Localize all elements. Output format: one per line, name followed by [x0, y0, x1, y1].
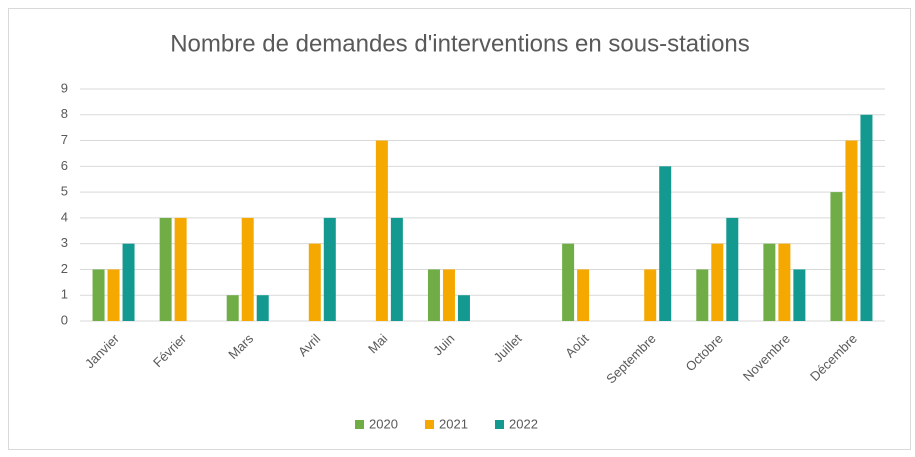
chart-title: Nombre de demandes d'interventions en so… — [170, 30, 750, 57]
bar — [375, 140, 388, 321]
bar — [226, 295, 239, 321]
bar — [92, 269, 105, 321]
bar — [830, 192, 843, 321]
bar — [442, 269, 455, 321]
legend-swatch — [425, 420, 434, 429]
bar — [174, 217, 187, 321]
bar — [644, 269, 657, 321]
bar — [577, 269, 590, 321]
y-tick-label: 8 — [61, 106, 68, 121]
bar — [390, 217, 403, 321]
bar — [562, 243, 575, 321]
y-tick-label: 5 — [61, 184, 68, 199]
y-tick-label: 3 — [61, 235, 68, 250]
bar — [726, 217, 739, 321]
y-tick-label: 2 — [61, 261, 68, 276]
bar — [308, 243, 321, 321]
bar — [159, 217, 172, 321]
chart-area — [8, 8, 911, 450]
bar — [122, 243, 135, 321]
y-tick-label: 1 — [61, 287, 68, 302]
bar — [323, 217, 336, 321]
bar — [107, 269, 120, 321]
bar — [763, 243, 776, 321]
bar — [241, 217, 254, 321]
bar — [256, 295, 269, 321]
bar — [778, 243, 791, 321]
bar — [696, 269, 709, 321]
legend-swatch — [355, 420, 364, 429]
bar — [845, 140, 858, 321]
y-tick-label: 6 — [61, 158, 68, 173]
y-tick-label: 7 — [61, 132, 68, 147]
legend-swatch — [495, 420, 504, 429]
y-tick-label: 0 — [61, 312, 68, 327]
legend-label: 2020 — [369, 416, 398, 431]
y-tick-label: 9 — [61, 80, 68, 95]
bar — [659, 166, 672, 321]
bar — [860, 114, 873, 322]
legend-label: 2021 — [439, 416, 468, 431]
bar — [457, 295, 470, 321]
y-tick-label: 4 — [61, 209, 68, 224]
bar — [711, 243, 724, 321]
legend-label: 2022 — [509, 416, 538, 431]
bar — [427, 269, 440, 321]
bar — [793, 269, 806, 321]
